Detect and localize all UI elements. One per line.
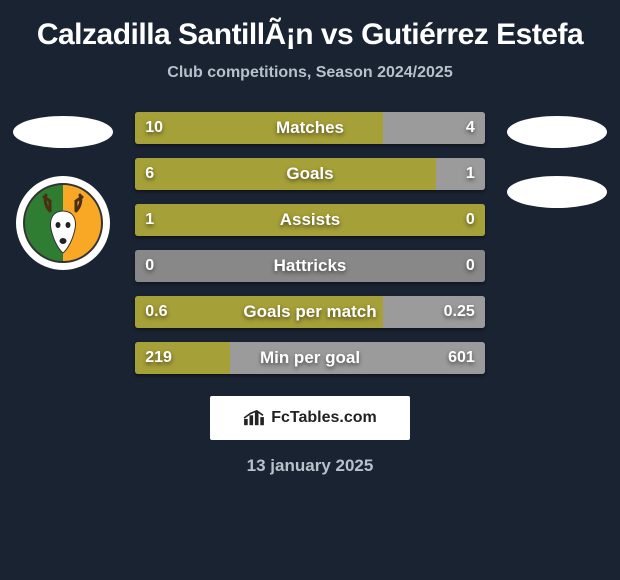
bar-right-value: 0	[466, 204, 475, 236]
bar-right-value: 1	[466, 158, 475, 190]
bar-right-fill	[436, 158, 485, 190]
right-player-placeholder	[507, 116, 607, 148]
deer-head-icon	[36, 191, 90, 255]
bar-right-fill	[230, 342, 485, 374]
bar-left-value: 0	[145, 250, 154, 282]
left-player-placeholder	[13, 116, 113, 148]
bar-left-value: 10	[145, 112, 163, 144]
date-text: 13 january 2025	[0, 456, 620, 476]
bar-left-value: 1	[145, 204, 154, 236]
bar-left-fill	[135, 250, 310, 282]
club-logo-badge	[23, 183, 103, 263]
root: Calzadilla SantillÃ¡n vs Gutiérrez Estef…	[0, 0, 620, 476]
stat-bar: 104Matches	[135, 112, 485, 144]
page-title: Calzadilla SantillÃ¡n vs Gutiérrez Estef…	[0, 18, 620, 52]
chart-icon	[243, 409, 265, 427]
bar-left-fill	[135, 204, 485, 236]
stat-bar: 219601Min per goal	[135, 342, 485, 374]
stat-bar: 61Goals	[135, 158, 485, 190]
stat-bar: 0.60.25Goals per match	[135, 296, 485, 328]
footer-text: FcTables.com	[271, 409, 377, 427]
bar-left-value: 0.6	[145, 296, 167, 328]
bar-right-fill	[310, 250, 485, 282]
bar-left-fill	[135, 112, 383, 144]
bar-right-value: 0.25	[444, 296, 475, 328]
right-club-placeholder	[507, 176, 607, 208]
content-row: 104Matches61Goals10Assists00Hattricks0.6…	[0, 112, 620, 374]
bar-left-fill	[135, 296, 383, 328]
right-column	[503, 112, 612, 208]
subtitle: Club competitions, Season 2024/2025	[0, 64, 620, 82]
bar-right-value: 601	[448, 342, 475, 374]
stat-bar: 10Assists	[135, 204, 485, 236]
bar-left-value: 6	[145, 158, 154, 190]
stat-bar: 00Hattricks	[135, 250, 485, 282]
bar-left-fill	[135, 158, 436, 190]
bar-left-value: 219	[145, 342, 172, 374]
bar-right-value: 4	[466, 112, 475, 144]
comparison-bars: 104Matches61Goals10Assists00Hattricks0.6…	[135, 112, 485, 374]
bar-right-value: 0	[466, 250, 475, 282]
footer-attribution: FcTables.com	[210, 396, 410, 440]
left-club-logo	[16, 176, 110, 270]
left-column	[8, 112, 117, 270]
